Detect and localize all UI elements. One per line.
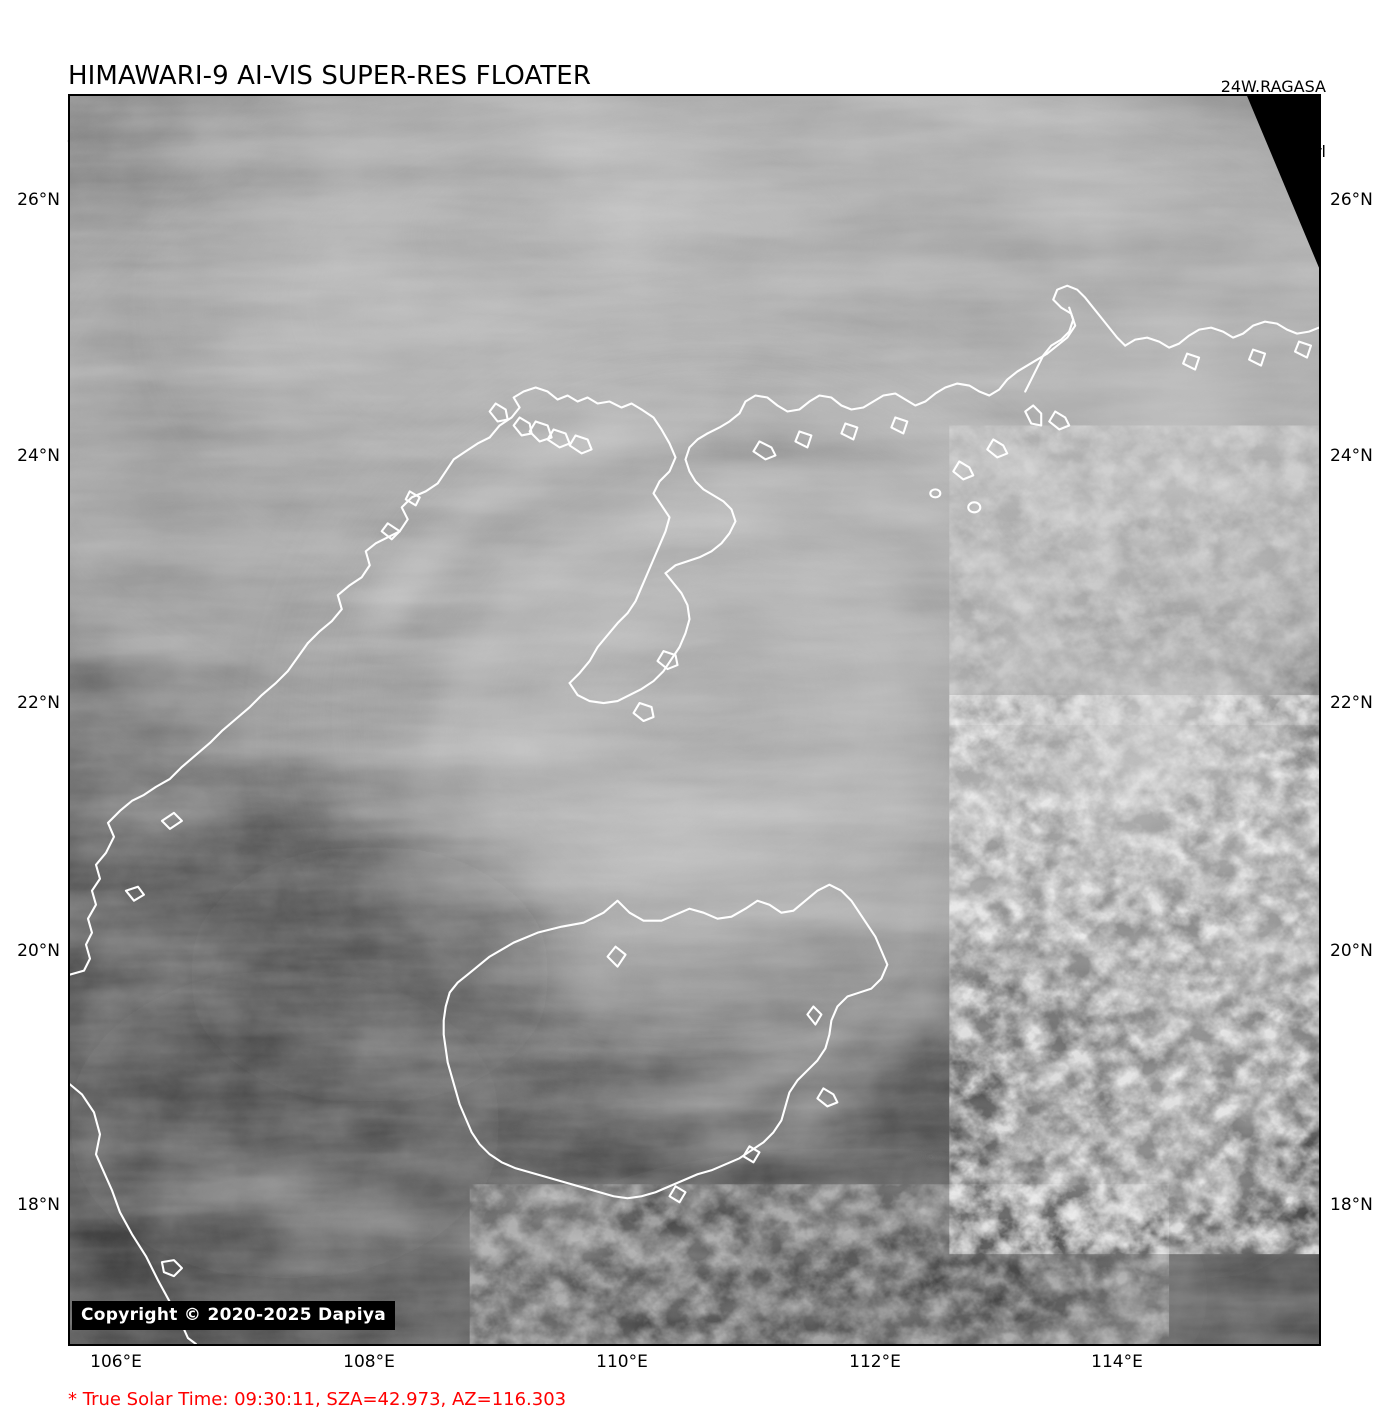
pearl-river-estuary-inner	[1024, 306, 1075, 393]
data-void-corner-northeast	[1247, 96, 1319, 268]
lat-tick-label-26n-left: 26°N	[17, 190, 60, 210]
gulf-of-tonkin-west	[306, 436, 491, 645]
guangdong-island-3	[840, 422, 859, 441]
east-island-3	[1293, 340, 1313, 359]
lat-tick-label-22n-right: 22°N	[1330, 693, 1373, 713]
copyright-watermark: Copyright © 2020-2025 Dapiya	[72, 1301, 395, 1330]
leizhou-east-coast	[664, 432, 737, 575]
leizhou-west-coast	[568, 408, 677, 685]
hk-island-2	[1048, 410, 1071, 431]
lon-tick-label-112e: 112°E	[849, 1352, 901, 1372]
vietnam-inlet-1	[124, 885, 145, 902]
pearl-river-estuary-west	[1046, 284, 1127, 355]
page-title: HIMAWARI-9 AI-VIS SUPER-RES FLOATER	[68, 60, 592, 91]
hainan-inlet-4	[668, 1185, 687, 1204]
hainan-inlet-1	[806, 1005, 823, 1026]
texture-fine-grain	[70, 96, 1319, 1344]
lat-tick-label-18n-right: 18°N	[1330, 1195, 1373, 1215]
lat-tick-label-20n-left: 20°N	[17, 941, 60, 961]
guangdong-coast-east	[1124, 320, 1319, 349]
small-island-2	[929, 488, 942, 499]
lon-tick-label-114e: 114°E	[1091, 1352, 1143, 1372]
hong-kong-island	[1024, 404, 1043, 427]
solar-geometry-footnote: * True Solar Time: 09:30:11, SZA=42.973,…	[68, 1389, 567, 1410]
vietnam-inlet-2	[160, 811, 183, 830]
satellite-image-plot[interactable]: Copyright © 2020-2025 Dapiya	[68, 94, 1321, 1346]
lat-tick-label-18n-left: 18°N	[17, 1195, 60, 1215]
vietnam-central-coast	[70, 642, 309, 976]
imagery-layers	[70, 96, 1319, 1344]
vietnam-bay-1	[160, 1259, 183, 1278]
east-island-2	[1248, 348, 1267, 367]
guangdong-coast-west	[706, 352, 1049, 435]
hainan-inlet-3	[742, 1145, 761, 1164]
leizhou-island-2	[632, 701, 655, 723]
hk-island-3	[986, 438, 1009, 459]
hk-island-4	[952, 460, 975, 481]
storm-id-label: 24W.RAGASA	[1220, 77, 1326, 97]
lat-tick-label-26n-right: 26°N	[1330, 190, 1373, 210]
hainan-inlet-5	[606, 945, 627, 968]
tonkin-island-2	[404, 490, 421, 507]
lat-tick-label-22n-left: 22°N	[17, 693, 60, 713]
lon-tick-label-106e: 106°E	[90, 1352, 142, 1372]
hainan-island	[442, 883, 889, 1200]
guangdong-island-4	[890, 416, 909, 435]
small-island-1	[967, 501, 982, 514]
lon-tick-label-110e: 110°E	[596, 1352, 648, 1372]
coastline-overlay	[70, 284, 1319, 1344]
guangdong-island-2	[794, 430, 813, 449]
tonkin-island-6	[546, 428, 571, 449]
satellite-imagery-canvas	[70, 96, 1319, 1344]
lat-tick-label-24n-right: 24°N	[1330, 446, 1373, 466]
leizhou-south-coast	[568, 572, 691, 705]
hainan-inlet-2	[816, 1087, 839, 1108]
lat-tick-label-20n-right: 20°N	[1330, 941, 1373, 961]
tonkin-island-3	[488, 402, 509, 423]
tonkin-island-1	[380, 522, 401, 541]
east-island-1	[1182, 352, 1201, 371]
red-river-delta-coast	[488, 386, 643, 439]
guangdong-island-1	[752, 440, 777, 461]
leizhou-island-1	[656, 650, 679, 671]
lat-tick-label-24n-left: 24°N	[17, 446, 60, 466]
tonkin-island-7	[568, 434, 593, 455]
lon-tick-label-108e: 108°E	[343, 1352, 395, 1372]
